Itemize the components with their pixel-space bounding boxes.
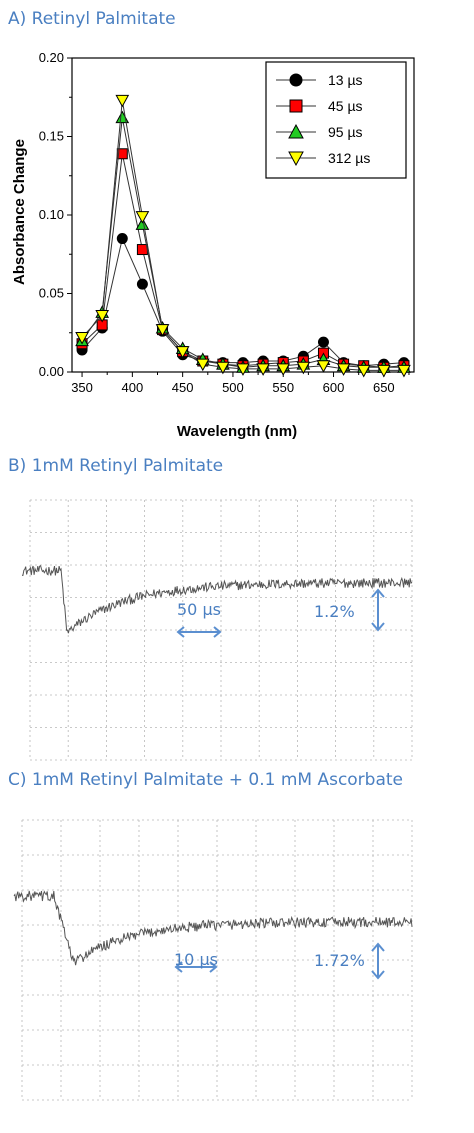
amplitude-scale-label: 1.72%	[314, 951, 365, 970]
legend-label: 13 µs	[328, 72, 363, 88]
x-tick-label: 350	[71, 380, 93, 395]
transient-trace	[21, 565, 413, 634]
amplitude-scale-marker: 1.72%	[314, 942, 385, 980]
trace-grid	[21, 819, 413, 1101]
data-point	[356, 364, 371, 378]
data-point	[115, 94, 130, 108]
time-arrow-heads	[176, 626, 222, 638]
x-tick-label: 450	[172, 380, 194, 395]
legend-label: 45 µs	[328, 98, 363, 114]
legend-label: 312 µs	[328, 150, 370, 166]
time-scale-marker: 10 µs	[174, 950, 218, 973]
data-point	[256, 363, 270, 376]
legend-label: 95 µs	[328, 124, 363, 140]
data-point	[317, 336, 329, 348]
data-point	[116, 233, 128, 245]
time-scale-label: 50 µs	[177, 600, 221, 619]
x-tick-label: 400	[122, 380, 144, 395]
data-point	[376, 364, 391, 378]
spectrum-axes: 0.00 0.05 0.10 0.15 0.20 350 400 450 500 550 600 65…	[39, 50, 415, 395]
data-point	[136, 278, 148, 290]
legend-marker	[289, 73, 303, 87]
legend-marker	[289, 99, 303, 113]
legend-marker	[288, 123, 304, 139]
y-tick-label: 0.10	[39, 207, 64, 222]
data-point	[296, 361, 311, 375]
data-point	[95, 309, 110, 323]
spectrum-series	[75, 94, 411, 378]
transient-trace	[13, 890, 413, 966]
data-point	[276, 363, 291, 376]
y-tick-label: 0.05	[39, 286, 64, 301]
data-point	[175, 346, 190, 359]
x-tick-label: 650	[373, 380, 395, 395]
amplitude-arrow-heads	[371, 588, 385, 632]
spectrum-legend: 13 µs 45 µs 95 µs 312 µs	[265, 61, 407, 179]
panel-a-title: A) Retinyl Palmitate	[8, 9, 176, 29]
series-circle	[76, 233, 410, 372]
data-point	[216, 361, 230, 375]
series-line	[81, 153, 404, 368]
x-tick-label: 500	[222, 380, 244, 395]
time-scale-label: 10 µs	[174, 950, 218, 969]
data-point	[195, 358, 210, 372]
data-point	[316, 360, 331, 373]
amplitude-scale-label: 1.2%	[314, 602, 355, 621]
x-axis-label: Wavelength (nm)	[177, 423, 297, 440]
data-point	[336, 363, 351, 376]
y-axis-label: Absorbance Change	[11, 139, 28, 285]
time-scale-marker: 50 µs	[176, 600, 222, 638]
spectrum-chart: 0.00 0.05 0.10 0.15 0.20 350 400 450 500 550 600 65…	[11, 50, 415, 440]
data-point	[115, 110, 130, 124]
legend-marker	[288, 151, 304, 167]
amplitude-arrow-heads	[371, 942, 385, 980]
data-point	[75, 331, 89, 345]
x-tick-label: 550	[272, 380, 294, 395]
x-tick-label: 600	[323, 380, 345, 395]
trace-grid	[29, 499, 413, 761]
transient-trace-chart-b: 50 µs 1.2%	[21, 499, 413, 761]
data-point	[155, 324, 170, 337]
data-point	[135, 217, 150, 230]
data-point	[135, 211, 150, 224]
panel-b-title: B) 1mM Retinyl Palmitate	[8, 456, 224, 476]
y-tick-label: 0.20	[39, 50, 64, 65]
amplitude-scale-marker: 1.2%	[314, 588, 385, 632]
y-tick-label: 0.00	[39, 364, 64, 379]
data-point	[136, 244, 148, 256]
series-line	[81, 236, 404, 367]
transient-trace-chart-c: 10 µs 1.72%	[13, 819, 413, 1101]
data-point	[397, 364, 411, 378]
time-arrow-heads	[174, 961, 218, 973]
panel-c-title: C) 1mM Retinyl Palmitate + 0.1 mM Ascorb…	[8, 770, 404, 790]
series-triangle-down	[75, 94, 411, 378]
data-point	[236, 363, 250, 376]
series-square	[76, 148, 410, 373]
legend-box	[265, 61, 407, 179]
y-tick-label: 0.15	[39, 129, 64, 144]
